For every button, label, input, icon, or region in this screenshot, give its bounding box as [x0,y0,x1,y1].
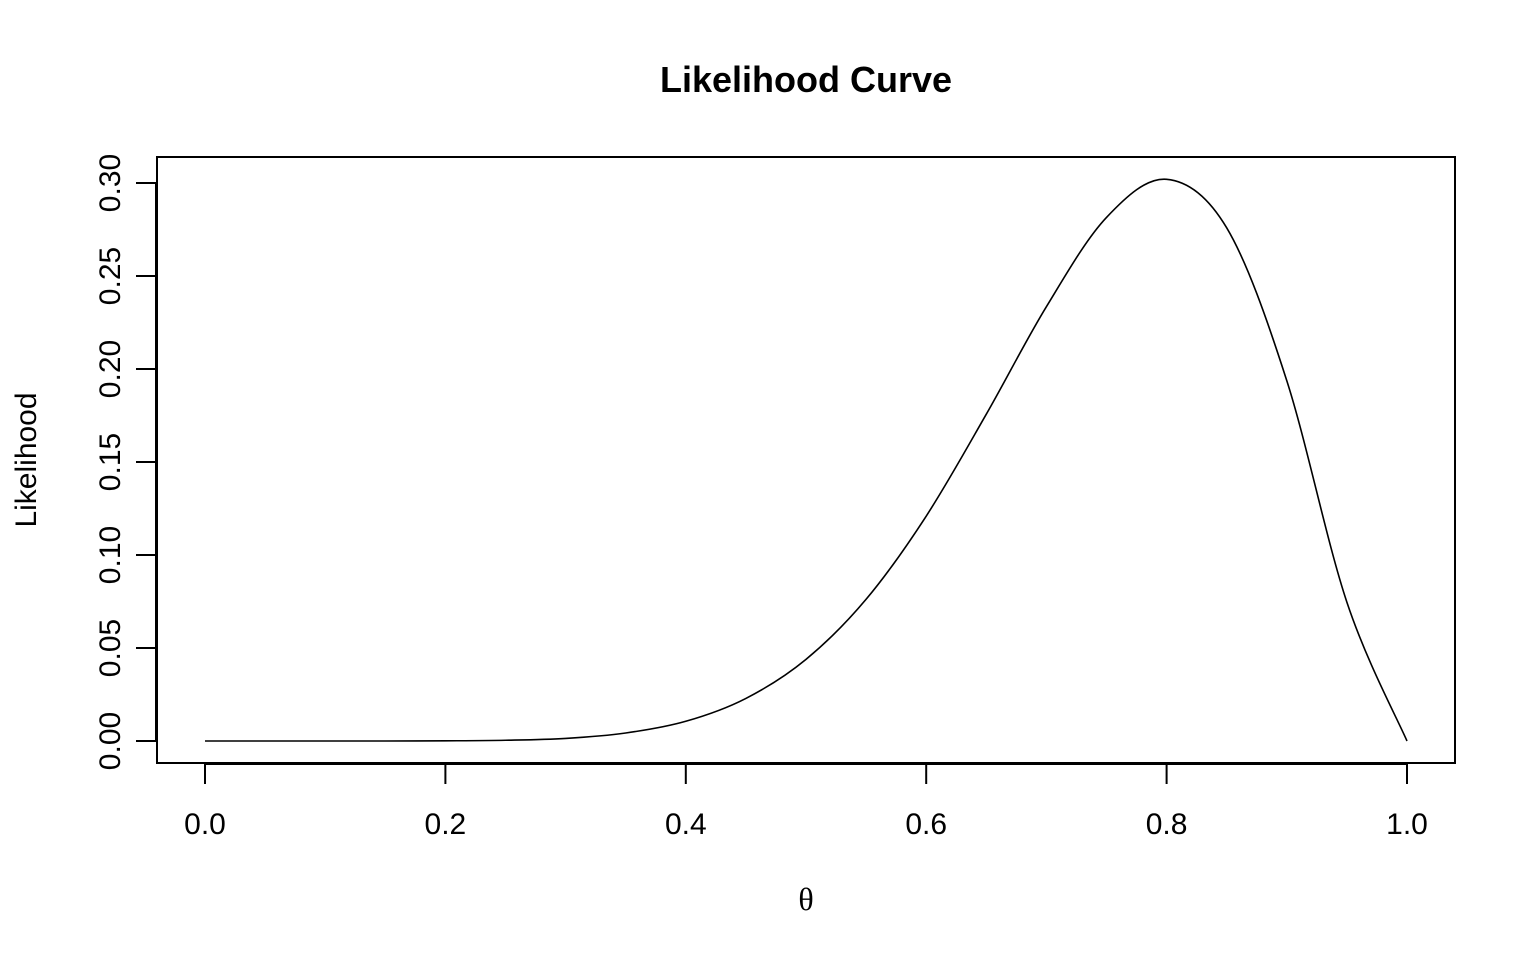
x-tick-label: 0.4 [665,808,707,841]
y-tick-label: 0.25 [94,247,127,305]
x-tick-label: 0.2 [425,808,467,841]
x-axis-label: θ [798,881,813,917]
y-tick-label: 0.30 [94,154,127,212]
y-tick-label: 0.00 [94,712,127,770]
x-axis-ticks: 0.0 0.2 0.4 0.6 0.8 1.0 [184,764,1428,841]
x-tick-label: 0.8 [1146,808,1188,841]
y-tick-label: 0.05 [94,619,127,677]
likelihood-series-line [205,178,1408,742]
y-tick-label: 0.15 [94,433,127,491]
y-tick-label: 0.20 [94,340,127,398]
chart-title: Likelihood Curve [660,59,952,100]
x-tick-label: 0.0 [184,808,226,841]
y-axis-ticks: 0.00 0.05 0.10 0.15 0.20 0.25 0.30 [94,154,156,770]
x-tick-label: 1.0 [1386,808,1428,841]
x-tick-label: 0.6 [905,808,947,841]
y-tick-label: 0.10 [94,526,127,584]
plot-frame [156,156,1456,764]
y-axis-label: Likelihood [10,392,43,527]
